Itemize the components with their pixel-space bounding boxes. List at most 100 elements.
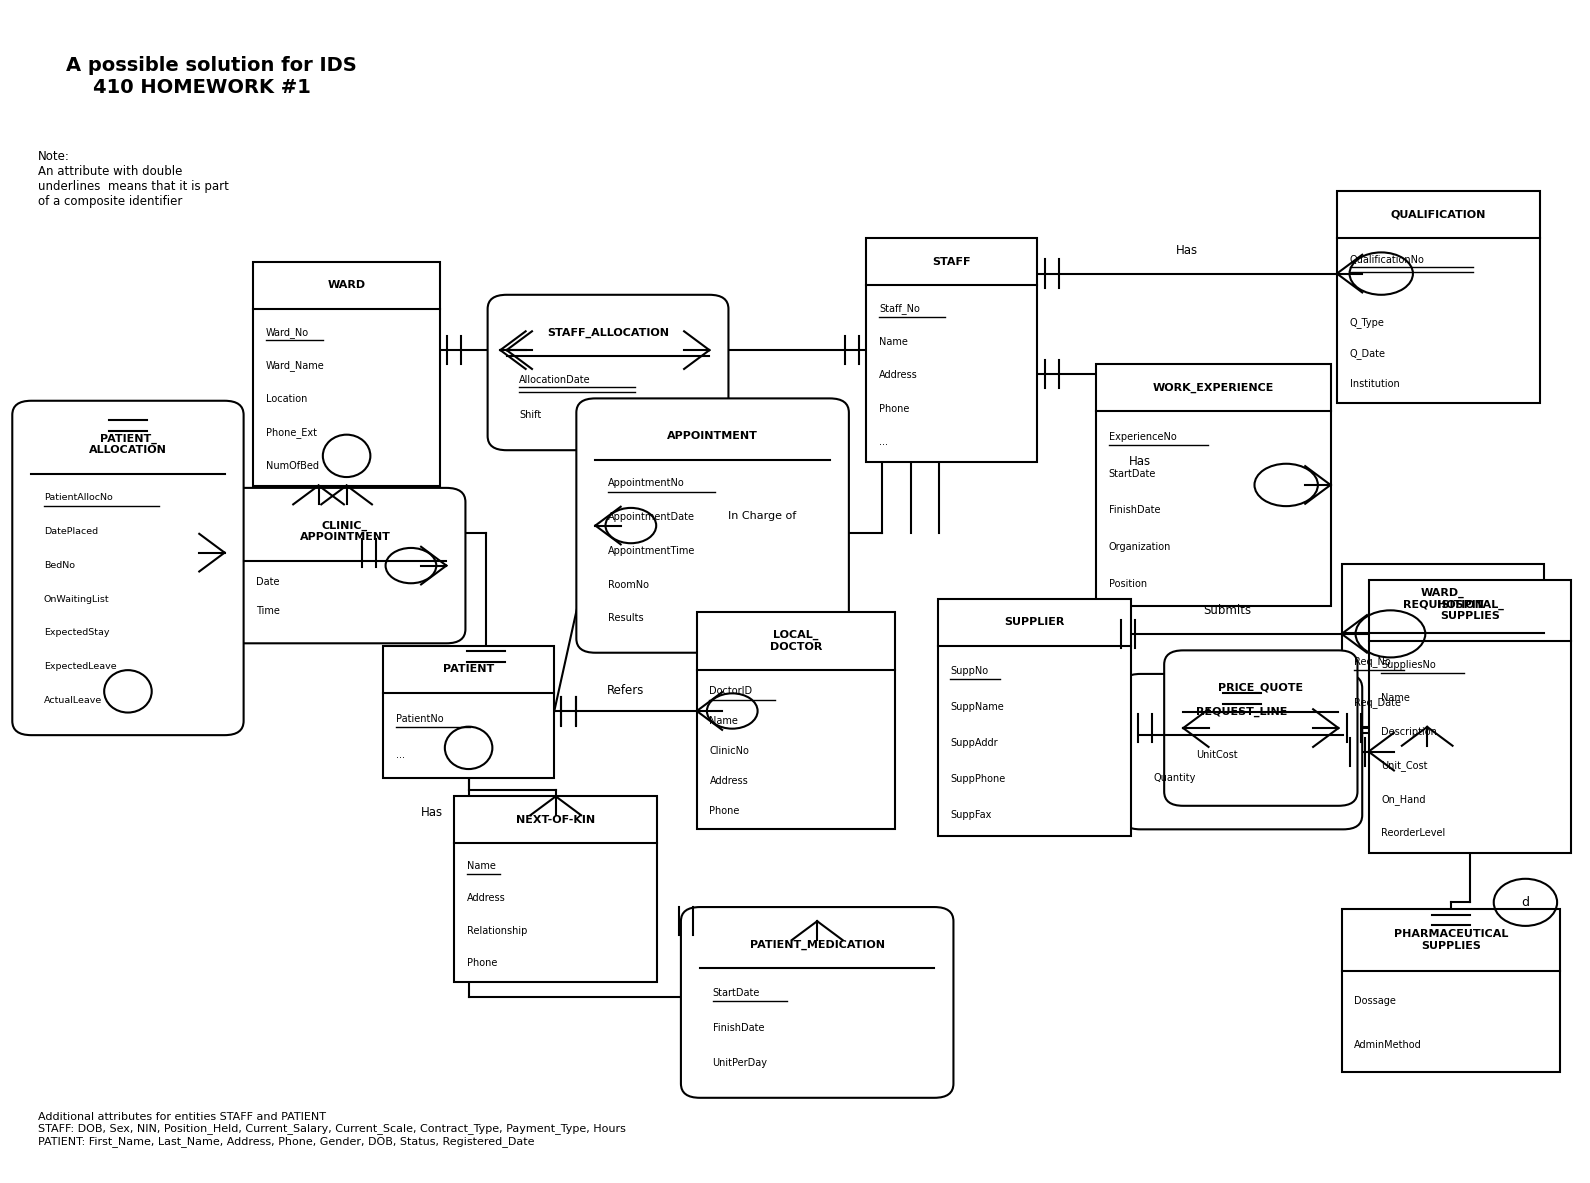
Text: Name: Name xyxy=(1382,693,1410,703)
Text: NEXT-OF-KIN: NEXT-OF-KIN xyxy=(517,815,595,825)
Text: SuppAddr: SuppAddr xyxy=(951,738,999,748)
Text: AppointmentDate: AppointmentDate xyxy=(607,512,695,522)
Text: ...: ... xyxy=(879,437,887,447)
Text: Organization: Organization xyxy=(1108,542,1172,552)
Text: Relationship: Relationship xyxy=(467,926,528,936)
Text: StartDate: StartDate xyxy=(712,988,760,997)
Text: STAFF: STAFF xyxy=(933,257,971,267)
Text: Phone: Phone xyxy=(467,958,498,968)
FancyBboxPatch shape xyxy=(681,907,954,1098)
FancyBboxPatch shape xyxy=(13,401,243,735)
Text: ClinicNo: ClinicNo xyxy=(709,746,749,756)
Bar xyxy=(1342,564,1544,726)
FancyBboxPatch shape xyxy=(488,295,728,451)
Text: REQUEST_LINE: REQUEST_LINE xyxy=(1196,706,1288,717)
Text: LOCAL_
DOCTOR: LOCAL_ DOCTOR xyxy=(770,631,822,652)
Text: Has: Has xyxy=(421,807,444,820)
Text: A possible solution for IDS
    410 HOMEWORK #1: A possible solution for IDS 410 HOMEWORK… xyxy=(67,56,356,97)
Text: Address: Address xyxy=(709,776,749,787)
FancyBboxPatch shape xyxy=(1121,674,1363,829)
Bar xyxy=(1337,192,1539,403)
Text: SuppPhone: SuppPhone xyxy=(951,774,1005,784)
Text: Dossage: Dossage xyxy=(1355,996,1396,1007)
Text: Submits: Submits xyxy=(1204,605,1251,618)
Text: PHARMACEUTICAL
SUPPLIES: PHARMACEUTICAL SUPPLIES xyxy=(1394,929,1509,951)
Text: Name: Name xyxy=(879,337,908,347)
Text: Staff_No: Staff_No xyxy=(879,303,921,315)
Text: Req_Date: Req_Date xyxy=(1355,697,1401,707)
Text: AllocationDate: AllocationDate xyxy=(520,375,591,386)
Text: QualificationNo: QualificationNo xyxy=(1350,256,1425,265)
Text: WORK_EXPERIENCE: WORK_EXPERIENCE xyxy=(1153,382,1274,393)
Text: UnitCost: UnitCost xyxy=(1196,750,1237,759)
Text: STAFF_ALLOCATION: STAFF_ALLOCATION xyxy=(547,328,669,337)
Text: Ward_Name: Ward_Name xyxy=(266,360,324,371)
Text: Institution: Institution xyxy=(1350,380,1399,389)
Text: Shift: Shift xyxy=(520,411,542,420)
Text: PRICE_QUOTE: PRICE_QUOTE xyxy=(1218,683,1304,693)
Text: SuppFax: SuppFax xyxy=(951,810,992,820)
Text: FinishDate: FinishDate xyxy=(712,1023,765,1033)
Text: Position: Position xyxy=(1108,578,1146,589)
Text: Q_Type: Q_Type xyxy=(1350,317,1385,328)
Text: On_Hand: On_Hand xyxy=(1382,794,1426,804)
Text: Unit_Cost: Unit_Cost xyxy=(1382,759,1428,771)
Text: In Charge of: In Charge of xyxy=(728,511,797,521)
Text: CLINIC_
APPOINTMENT: CLINIC_ APPOINTMENT xyxy=(299,521,391,542)
Text: Date: Date xyxy=(256,576,280,587)
Text: Additional attributes for entities STAFF and PATIENT
STAFF: DOB, Sex, NIN, Posit: Additional attributes for entities STAFF… xyxy=(38,1112,625,1148)
Text: APPOINTMENT: APPOINTMENT xyxy=(668,431,758,441)
Text: Address: Address xyxy=(467,893,506,904)
Text: d: d xyxy=(1522,896,1530,909)
Text: PATIENT: PATIENT xyxy=(444,664,494,674)
Text: Phone_Ext: Phone_Ext xyxy=(266,427,316,438)
Text: Req_No: Req_No xyxy=(1355,655,1391,667)
Text: Name: Name xyxy=(709,717,738,726)
Bar xyxy=(867,238,1037,463)
Text: WARD_
REQUISITION: WARD_ REQUISITION xyxy=(1402,588,1483,609)
FancyBboxPatch shape xyxy=(1164,651,1358,806)
Bar xyxy=(1369,580,1571,853)
Text: ExpectedLeave: ExpectedLeave xyxy=(45,662,116,671)
Text: Location: Location xyxy=(266,394,307,403)
Text: AdminMethod: AdminMethod xyxy=(1355,1041,1421,1051)
Bar xyxy=(455,796,657,982)
Bar xyxy=(1342,910,1560,1072)
Text: Time: Time xyxy=(256,607,280,616)
Text: DoctorID: DoctorID xyxy=(709,686,752,697)
Text: PATIENT_
ALLOCATION: PATIENT_ ALLOCATION xyxy=(89,433,167,455)
Text: Phone: Phone xyxy=(879,403,909,414)
Text: ExperienceNo: ExperienceNo xyxy=(1108,432,1177,442)
Text: AppointmentTime: AppointmentTime xyxy=(607,545,695,556)
Text: Note:
An attribute with double
underlines  means that it is part
of a composite : Note: An attribute with double underline… xyxy=(38,150,229,208)
Text: ReorderLevel: ReorderLevel xyxy=(1382,828,1445,838)
Text: SuppName: SuppName xyxy=(951,702,1003,712)
Text: SUPPLIER: SUPPLIER xyxy=(1003,618,1064,627)
FancyBboxPatch shape xyxy=(224,487,466,644)
Text: QUALIFICATION: QUALIFICATION xyxy=(1391,209,1487,220)
FancyBboxPatch shape xyxy=(576,399,849,653)
Text: ExpectedStay: ExpectedStay xyxy=(45,628,110,638)
Text: Description: Description xyxy=(1382,726,1437,737)
Text: UnitPerDay: UnitPerDay xyxy=(712,1058,768,1068)
Text: Results: Results xyxy=(607,613,644,623)
Text: FinishDate: FinishDate xyxy=(1108,505,1161,516)
Text: Address: Address xyxy=(879,370,917,381)
Text: Name: Name xyxy=(467,861,496,871)
Text: Has: Has xyxy=(1129,455,1151,468)
Text: DatePlaced: DatePlaced xyxy=(45,526,99,536)
Text: StartDate: StartDate xyxy=(1108,468,1156,479)
Text: Phone: Phone xyxy=(709,807,739,816)
Text: WARD: WARD xyxy=(328,280,366,290)
Text: PatientNo: PatientNo xyxy=(396,713,444,724)
Bar xyxy=(1096,364,1331,606)
Text: SuppliesNo: SuppliesNo xyxy=(1382,659,1436,670)
Text: PatientAllocNo: PatientAllocNo xyxy=(45,493,113,502)
Text: Has: Has xyxy=(1177,244,1199,257)
Text: BedNo: BedNo xyxy=(45,561,75,570)
Bar xyxy=(938,599,1130,836)
Text: HOSPITAL_
SUPPLIES: HOSPITAL_ SUPPLIES xyxy=(1436,600,1504,621)
Text: SuppNo: SuppNo xyxy=(951,666,989,675)
Text: ...: ... xyxy=(396,750,405,761)
Text: ActualLeave: ActualLeave xyxy=(45,697,102,705)
